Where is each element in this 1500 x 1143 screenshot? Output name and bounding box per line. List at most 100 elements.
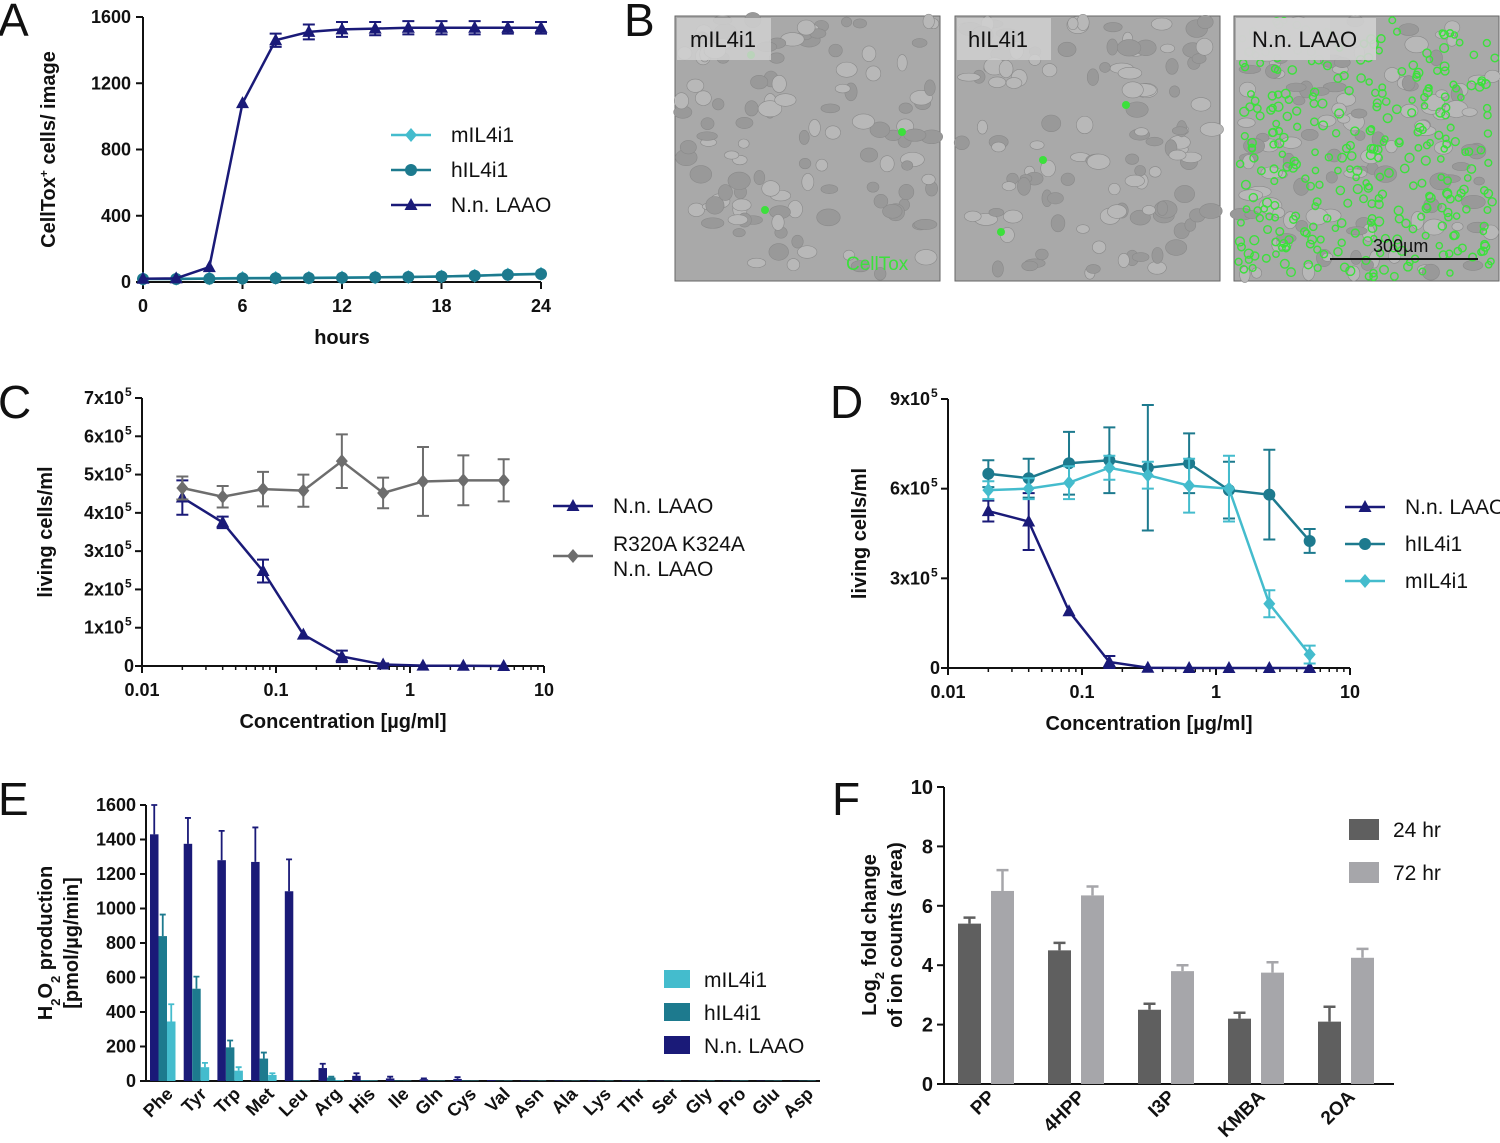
cell [786, 258, 801, 272]
y-tick-label: 4x10 [84, 503, 124, 523]
celltox-positive-cell [1367, 199, 1377, 209]
x-tick-label: 12 [332, 296, 352, 316]
celltox-positive-cell [1361, 255, 1371, 266]
series-line-mil4i1 [988, 466, 1311, 656]
cell [1165, 239, 1188, 256]
y-tick-label: 1200 [91, 73, 131, 93]
point-n-n-laao [435, 20, 448, 33]
celltox-positive-cell [1439, 61, 1450, 72]
bar-hil4i1 [394, 1080, 403, 1081]
error-bar [193, 975, 200, 989]
celltox-positive-cell [1288, 163, 1298, 173]
x-tick-label: Gln [411, 1084, 446, 1119]
point-n-n-laao [335, 22, 349, 35]
celltox-positive-cell [1248, 192, 1259, 203]
x-tick-label: 2OA [1317, 1086, 1360, 1129]
point-r320a-k324a-n-n-laao [216, 489, 229, 504]
cell [953, 135, 970, 150]
cell [1174, 185, 1195, 203]
point-mil4i1 [1263, 596, 1276, 611]
celltox-positive-cell [1425, 191, 1434, 201]
error-bar [201, 1061, 208, 1068]
celltox-positive-cell [1287, 65, 1298, 75]
celltox-positive-cell [1486, 257, 1495, 266]
celltox-positive-cell [1277, 169, 1287, 179]
cell [843, 249, 855, 261]
legend-swatch [1349, 862, 1379, 883]
celltox-positive-cell [1450, 230, 1460, 240]
cell [873, 193, 889, 209]
cell [808, 119, 821, 137]
celltox-positive-cell [1237, 242, 1246, 252]
scalebar-label: 300µm [1373, 236, 1428, 256]
point-n-n-laao [269, 33, 283, 46]
cell [882, 204, 903, 219]
celltox-positive-cell [1337, 238, 1346, 247]
celltox-positive-cell [1375, 248, 1385, 258]
chart-a: 0 400 800 1200 1600 0 6 12 18 24 hours CellTox+ cel… [37, 7, 551, 349]
celltox-positive-cell [1414, 122, 1425, 133]
legend-label: mIL4i1 [1405, 570, 1468, 593]
celltox-positive-cell [1436, 155, 1445, 163]
cell [834, 83, 851, 94]
celltox-positive-cell [1284, 235, 1294, 245]
bar-hil4i1 [225, 1047, 235, 1081]
celltox-positive-cell [1236, 218, 1245, 227]
cell [744, 100, 759, 117]
celltox-positive-cell [1261, 253, 1271, 263]
point-mil4i1 [1141, 468, 1154, 483]
error-bar [1053, 941, 1066, 951]
legend-label: hIL4i1 [1405, 533, 1462, 556]
cell [964, 210, 982, 222]
error-bar [286, 858, 293, 892]
legend-marker [405, 128, 417, 142]
celltox-positive-cell [1422, 141, 1432, 150]
celltox-positive-cell [1480, 78, 1491, 90]
cell [1047, 192, 1064, 205]
bar-n-n-laao [385, 1078, 395, 1081]
celltox-positive-cell [1315, 180, 1324, 189]
y-tick-exponent: 5 [125, 500, 132, 514]
celltox-positive-cell [1337, 152, 1348, 163]
error-bar [1356, 947, 1369, 958]
cell [998, 59, 1014, 78]
celltox-positive-cell [1377, 189, 1388, 199]
celltox-positive-cell [1278, 243, 1286, 252]
celltox-positive-cell [1370, 234, 1378, 243]
point-n-n-laao [335, 649, 349, 662]
cell [1361, 259, 1374, 271]
celltox-positive-cell [1444, 212, 1453, 222]
point-r320a-k324a-n-n-laao [497, 473, 510, 488]
celltox-positive-cell [1376, 34, 1386, 44]
celltox-positive-cell [1322, 213, 1332, 223]
point-r320a-k324a-n-n-laao [335, 454, 348, 469]
cell [1086, 68, 1099, 86]
cell [1145, 136, 1164, 147]
celltox-positive-cell [1418, 267, 1427, 276]
y-tick-label: 2 [922, 1015, 933, 1037]
celltox-positive-cell [1367, 223, 1378, 234]
y-axis-label-part: 2 [48, 999, 63, 1006]
point-n-n-laao [202, 260, 216, 273]
cell [903, 128, 927, 142]
celltox-positive-cell [1365, 78, 1373, 86]
cell [835, 61, 858, 78]
cell [860, 147, 879, 163]
celltox-positive-cell [1311, 202, 1320, 211]
cell [1107, 204, 1127, 219]
x-tick-label: Leu [275, 1084, 312, 1121]
celltox-positive-cell [1255, 111, 1265, 121]
celltox-positive-cell [1308, 92, 1318, 101]
x-tick-label: Arg [309, 1084, 345, 1120]
y-tick-label: 800 [106, 933, 136, 953]
celltox-positive-cell [1438, 29, 1446, 37]
point-hil4i1 [468, 269, 481, 282]
celltox-positive-cell [1256, 166, 1266, 176]
cell [1295, 220, 1308, 233]
celltox-positive-cell [1437, 202, 1447, 213]
celltox-positive-cell [1339, 262, 1350, 273]
bar-hil4i1 [327, 1077, 336, 1081]
legend-label: 24 hr [1393, 819, 1441, 842]
celltox-positive-cell [1250, 96, 1260, 106]
cell [911, 38, 928, 48]
